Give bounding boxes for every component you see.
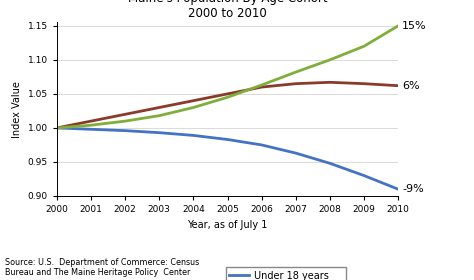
Under 18 years bbox=[122, 129, 128, 132]
65 years and over bbox=[225, 95, 230, 99]
18 to 64 years bbox=[327, 81, 333, 84]
18 to 64 years bbox=[88, 120, 94, 123]
18 to 64 years bbox=[361, 82, 367, 85]
18 to 64 years bbox=[122, 113, 128, 116]
Line: 65 years and over: 65 years and over bbox=[57, 26, 398, 128]
18 to 64 years bbox=[191, 99, 196, 102]
X-axis label: Year, as of July 1: Year, as of July 1 bbox=[187, 220, 268, 230]
18 to 64 years bbox=[293, 82, 299, 85]
65 years and over bbox=[259, 83, 264, 87]
18 to 64 years bbox=[225, 92, 230, 95]
Text: Source: U.S.  Department of Commerce: Census
Bureau and The Maine Heritage Polic: Source: U.S. Department of Commerce: Cen… bbox=[5, 258, 199, 277]
65 years and over bbox=[156, 114, 162, 117]
65 years and over bbox=[191, 106, 196, 109]
Under 18 years bbox=[225, 138, 230, 141]
65 years and over bbox=[122, 120, 128, 123]
Under 18 years bbox=[156, 131, 162, 134]
Line: Under 18 years: Under 18 years bbox=[57, 128, 398, 189]
18 to 64 years bbox=[259, 85, 264, 89]
Under 18 years bbox=[191, 134, 196, 137]
65 years and over bbox=[327, 58, 333, 62]
65 years and over bbox=[88, 123, 94, 127]
65 years and over bbox=[361, 45, 367, 48]
18 to 64 years bbox=[156, 106, 162, 109]
Under 18 years bbox=[259, 143, 264, 147]
Under 18 years bbox=[361, 174, 367, 177]
65 years and over bbox=[395, 24, 401, 27]
Text: -9%: -9% bbox=[402, 184, 424, 194]
Legend: Under 18 years, 18 to 64 years, 65 years and over: Under 18 years, 18 to 64 years, 65 years… bbox=[226, 267, 346, 280]
Title: Maine's Population By Age Cohort
2000 to 2010: Maine's Population By Age Cohort 2000 to… bbox=[128, 0, 328, 20]
18 to 64 years bbox=[395, 84, 401, 87]
65 years and over bbox=[293, 70, 299, 74]
Under 18 years bbox=[54, 126, 60, 130]
18 to 64 years bbox=[54, 126, 60, 130]
Under 18 years bbox=[327, 162, 333, 165]
Line: 18 to 64 years: 18 to 64 years bbox=[57, 82, 398, 128]
65 years and over bbox=[54, 126, 60, 130]
Under 18 years bbox=[395, 188, 401, 191]
Text: 15%: 15% bbox=[402, 21, 427, 31]
Under 18 years bbox=[88, 128, 94, 131]
Y-axis label: Index Value: Index Value bbox=[12, 81, 22, 138]
Text: 6%: 6% bbox=[402, 81, 420, 91]
Under 18 years bbox=[293, 151, 299, 155]
